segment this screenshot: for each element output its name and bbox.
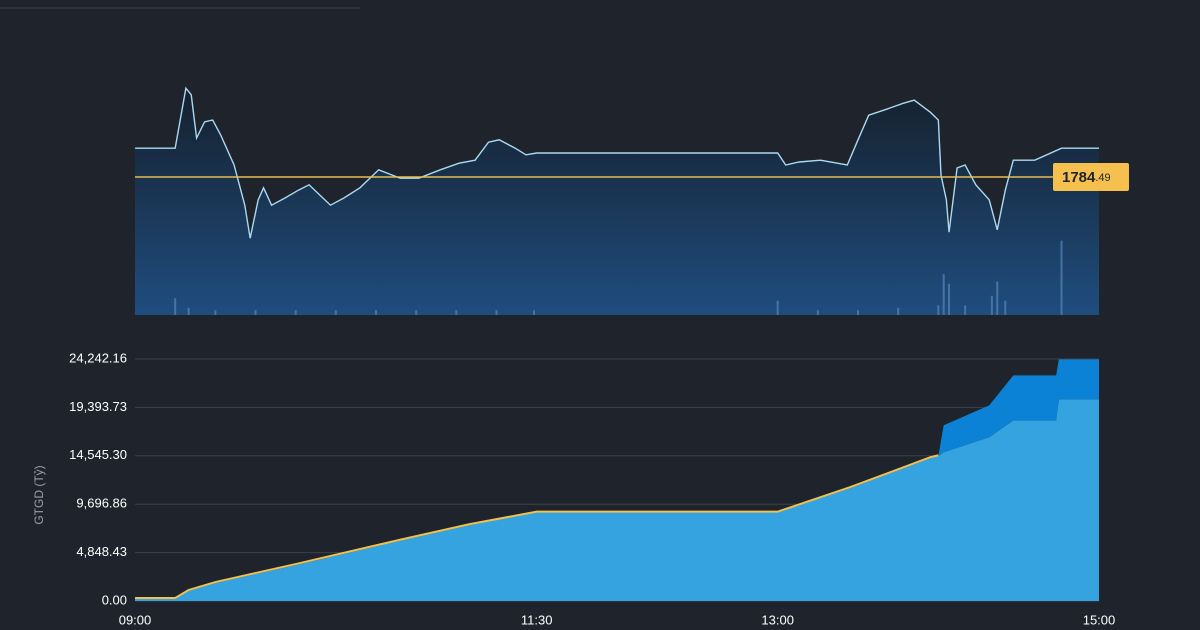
y-tick-label: 4,848.43 [76,544,127,559]
volume-bar [254,310,257,315]
x-tick-label: 11:30 [521,612,553,627]
price-line [135,86,1099,239]
volume-bar [187,307,190,315]
y-tick-label: 9,696.86 [76,496,127,511]
volume-bar [375,310,377,315]
volume-bar [948,283,951,315]
y-tick-label: 24,242.16 [69,350,127,365]
reference-label: 1784.49 [1062,169,1111,186]
reference-decimal: .49 [1095,172,1110,184]
volume-bar [937,305,940,315]
volume-bar [334,310,337,315]
volume-bar [415,310,418,315]
volume-bar [214,310,217,315]
y-tick-label: 14,545.30 [69,447,127,462]
volume-bar [964,305,967,315]
volume-bar [990,295,993,315]
value-area [135,399,1099,601]
x-tick-label: 13:00 [761,612,794,627]
reference-integer: 1784 [1062,169,1096,186]
volume-bar [294,310,297,315]
volume-bar [942,274,945,315]
volume-bar [532,310,535,315]
volume-bar [897,307,900,315]
volume-bar [1004,300,1007,315]
volume-bar [174,298,177,315]
volume-bar [776,300,779,315]
x-tick-label: 15:00 [1083,612,1116,627]
y-axis-label: GTGD (Tỷ) [32,465,46,524]
volume-bar [495,310,498,315]
reference-value-line [135,454,939,600]
volume-bar [1060,240,1063,315]
reference-label-box [1053,163,1129,192]
y-tick-label: 19,393.73 [69,399,127,414]
x-tick-label: 09:00 [119,612,152,627]
price-area [135,88,1099,315]
y-tick-label: 0.00 [102,592,127,607]
volume-bar [455,310,458,315]
volume-bar [857,310,859,315]
volume-bar [996,281,999,315]
volume-bar [816,310,819,315]
